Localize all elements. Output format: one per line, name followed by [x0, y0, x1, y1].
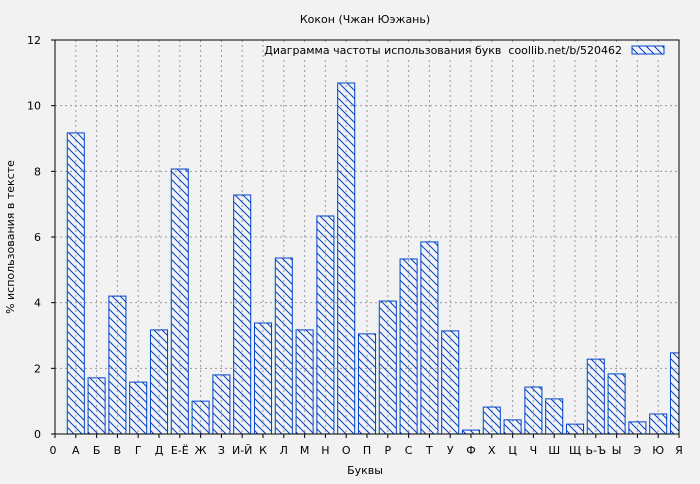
- y-tick-label: 12: [27, 34, 41, 47]
- x-tick-label: Ц: [508, 444, 517, 457]
- bar: [337, 82, 356, 435]
- y-tick-label: 0: [34, 428, 41, 441]
- bar: [129, 381, 148, 435]
- chart-title: Кокон (Чжан Юэжань): [300, 13, 430, 26]
- y-tick-label: 6: [34, 231, 41, 244]
- x-tick-label: Х: [488, 444, 496, 457]
- x-tick-label: Ж: [195, 444, 207, 457]
- bar: [565, 423, 585, 435]
- x-tick-label: Е-Ё: [171, 444, 189, 457]
- legend-label: Диаграмма частоты использования букв coo…: [264, 44, 622, 57]
- bar: [461, 429, 481, 435]
- y-tick-label: 4: [34, 297, 41, 310]
- legend-swatch: [631, 45, 665, 55]
- x-tick-label: М: [300, 444, 310, 457]
- x-tick-label: Ь-Ъ: [585, 444, 606, 457]
- x-tick-label: Ы: [612, 444, 622, 457]
- y-tick-label: 2: [34, 362, 41, 375]
- bar: [482, 406, 501, 435]
- bar: [399, 258, 418, 435]
- x-tick-label: Ф: [466, 444, 475, 457]
- bar: [441, 330, 460, 435]
- bar: [524, 386, 543, 435]
- bar: [108, 295, 127, 435]
- x-tick-label: П: [363, 444, 371, 457]
- bar: [357, 333, 377, 435]
- bar: [316, 215, 335, 435]
- x-tick-label: Ю: [652, 444, 664, 457]
- bar: [607, 373, 626, 435]
- x-tick-label: У: [447, 444, 454, 457]
- bar: [649, 413, 668, 435]
- bar: [66, 132, 85, 435]
- bar: [149, 329, 169, 435]
- bar: [233, 194, 252, 435]
- x-tick-label: З: [218, 444, 225, 457]
- y-tick-label: 10: [27, 100, 41, 113]
- x-axis-label: Буквы: [347, 464, 383, 477]
- bar: [274, 257, 293, 435]
- x-tick-label: Ч: [530, 444, 538, 457]
- x-tick-label: 0: [50, 444, 57, 457]
- x-tick-label: Р: [384, 444, 391, 457]
- bar: [191, 400, 210, 435]
- bar: [420, 241, 439, 435]
- bar: [503, 419, 522, 435]
- x-tick-label: В: [114, 444, 122, 457]
- x-tick-label: Э: [634, 444, 642, 457]
- bar: [87, 377, 106, 435]
- bar: [628, 421, 647, 435]
- y-tick-label: 8: [34, 165, 41, 178]
- x-tick-label: А: [72, 444, 80, 457]
- x-tick-label: Щ: [569, 444, 581, 457]
- bar: [295, 329, 314, 435]
- bar: [586, 358, 605, 435]
- bar: [212, 374, 231, 435]
- x-tick-label: Н: [321, 444, 329, 457]
- x-tick-label: Ш: [548, 444, 560, 457]
- bar: [253, 322, 273, 435]
- x-tick-label: Л: [280, 444, 288, 457]
- bar: [669, 352, 680, 435]
- bar: [545, 398, 564, 435]
- x-tick-label: О: [342, 444, 351, 457]
- legend-box: [276, 42, 676, 58]
- x-tick-label: С: [405, 444, 413, 457]
- x-tick-label: К: [259, 444, 267, 457]
- bar: [170, 168, 189, 435]
- x-tick-label: Б: [93, 444, 101, 457]
- y-axis-label: % использования в тексте: [4, 160, 17, 314]
- x-tick-label: Я: [675, 444, 683, 457]
- x-tick-label: Т: [425, 444, 433, 457]
- x-tick-label: Г: [135, 444, 142, 457]
- bar: [378, 300, 397, 435]
- x-tick-label: Д: [155, 444, 164, 457]
- x-tick-label: И-Й: [232, 444, 252, 457]
